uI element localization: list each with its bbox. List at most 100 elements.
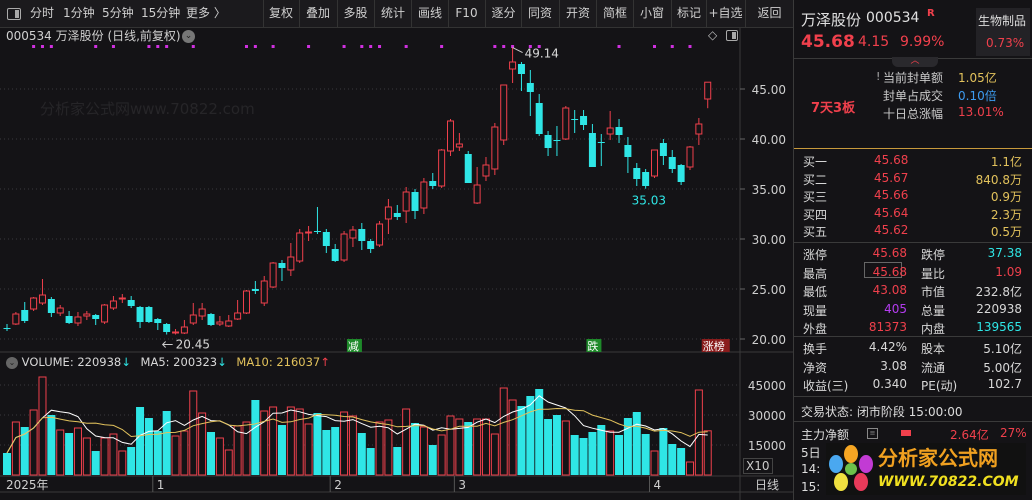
candle-body-down bbox=[544, 135, 552, 148]
draw-line-button[interactable]: 画线 bbox=[411, 0, 448, 27]
volume-bar-up bbox=[606, 430, 615, 476]
period-1min[interactable]: 1分钟 bbox=[63, 6, 95, 20]
period-intraday[interactable]: 分时 bbox=[30, 6, 55, 20]
volume-bar-up bbox=[109, 433, 118, 476]
candle-body-down bbox=[313, 231, 321, 232]
volume-bar-up bbox=[82, 437, 91, 476]
overlay-button[interactable]: 叠加 bbox=[299, 0, 336, 27]
mini-window-button[interactable]: 小窗 bbox=[633, 0, 670, 27]
add-watchlist-button[interactable]: +自选 bbox=[706, 0, 744, 27]
statistics-button[interactable]: 统计 bbox=[374, 0, 411, 27]
volume-bar-down bbox=[632, 412, 641, 475]
restore-rights-button[interactable]: 复权 bbox=[263, 0, 298, 27]
logo-text: 分析家公式网 bbox=[878, 446, 998, 470]
last-price: 45.68 bbox=[801, 32, 855, 52]
volume-bar-up bbox=[260, 410, 269, 476]
candle-body-up bbox=[420, 181, 428, 209]
stat-value: 43.08 bbox=[872, 283, 907, 297]
signal-marker bbox=[244, 45, 248, 48]
period-5min[interactable]: 5分钟 bbox=[102, 6, 134, 20]
period-more[interactable]: 更多 〉 bbox=[186, 6, 226, 20]
candle-body-down bbox=[163, 324, 171, 332]
f10-button[interactable]: F10 bbox=[448, 0, 484, 27]
candle-body-down bbox=[526, 83, 534, 92]
volume-bar-up bbox=[189, 390, 198, 476]
panel-toggle-icon[interactable] bbox=[726, 30, 738, 41]
candle-body-up bbox=[242, 290, 250, 314]
signal-marker bbox=[537, 45, 541, 48]
same-capital-button[interactable]: 同资 bbox=[521, 0, 558, 27]
candle-body-down bbox=[464, 154, 472, 183]
volume-bar-down bbox=[127, 447, 136, 475]
volume-bar-down bbox=[517, 406, 526, 475]
candle-body-up bbox=[402, 191, 410, 212]
tick-by-tick-button[interactable]: 逐分 bbox=[485, 0, 521, 27]
stat-label: 涨停 bbox=[803, 248, 828, 262]
stat-label: 外盘 bbox=[803, 322, 828, 336]
open-capital-button[interactable]: 开资 bbox=[559, 0, 596, 27]
ten-day-gain-label: 十日总涨幅 bbox=[883, 107, 944, 121]
volume-bar-down bbox=[357, 433, 366, 475]
diamond-icon[interactable]: ◇ bbox=[708, 28, 718, 42]
high-pointer bbox=[512, 47, 523, 54]
mark-button[interactable]: 标记 bbox=[671, 0, 706, 27]
layout-toggle-icon[interactable] bbox=[7, 8, 21, 20]
high-price-label: 49.14 bbox=[525, 47, 559, 61]
bid-price: 45.62 bbox=[874, 223, 909, 237]
kline-chart[interactable]: 分析家公式网www.70822.com 45.00 40.00 35.00 30.00… bbox=[0, 28, 793, 500]
candle-body-up bbox=[438, 149, 446, 187]
chart-options-dropdown-icon[interactable]: ⌄ bbox=[182, 30, 195, 43]
signal-marker bbox=[111, 45, 115, 48]
candle-body-down bbox=[677, 165, 685, 182]
simple-frame-button[interactable]: 简框 bbox=[596, 0, 633, 27]
volume-bar-down bbox=[597, 425, 606, 475]
volume-bar-up bbox=[295, 408, 304, 476]
volume-bar-down bbox=[570, 435, 579, 475]
volume-bar-up bbox=[38, 376, 47, 476]
signal-marker bbox=[528, 45, 532, 48]
volume-bar-down bbox=[277, 425, 286, 475]
bid-volume: 1.1亿 bbox=[990, 155, 1022, 169]
volume-bar-down bbox=[47, 415, 56, 475]
signal-marker bbox=[191, 45, 195, 48]
signal-marker bbox=[307, 45, 311, 48]
volume-bar-down bbox=[552, 415, 561, 475]
period-label[interactable]: 日线 bbox=[755, 478, 780, 492]
period-15min[interactable]: 15分钟 bbox=[141, 6, 181, 20]
bid-price: 45.68 bbox=[874, 153, 909, 167]
list-icon[interactable]: ≡ bbox=[867, 428, 878, 439]
bid-volume: 840.8万 bbox=[975, 172, 1022, 187]
tag-background bbox=[586, 339, 602, 352]
candle-body-up bbox=[74, 316, 82, 324]
toolbar: 分时 1分钟 5分钟 15分钟 更多 〉 复权 叠加 多股 统计 画线 F10 逐分 同资 开资… bbox=[0, 0, 793, 28]
candle-body-down bbox=[633, 168, 641, 179]
candle-body-up bbox=[651, 149, 659, 177]
candle-body-down bbox=[535, 103, 543, 134]
candle-body-up bbox=[562, 107, 570, 140]
candle-body-down bbox=[615, 127, 623, 135]
multi-stock-button[interactable]: 多股 bbox=[337, 0, 373, 27]
volume-legend: ⌄ VOLUME: 220938↓ MA5: 200323↓ MA10: 216… bbox=[6, 355, 330, 369]
five-day-label: 5日 bbox=[801, 446, 821, 460]
price-tick-label: 45.00 bbox=[752, 83, 786, 97]
stat-value: 1.09 bbox=[995, 264, 1022, 279]
candle-body-up bbox=[686, 146, 694, 168]
volume-collapse-icon[interactable]: ⌄ bbox=[6, 356, 18, 369]
candle-body-down bbox=[92, 315, 100, 319]
signal-marker bbox=[511, 45, 515, 48]
ma5-line bbox=[6, 395, 708, 454]
volume-multiplier[interactable]: X10 bbox=[743, 458, 773, 474]
event-tag: 涨榜 bbox=[703, 339, 725, 353]
stat-value: 37.38 bbox=[987, 246, 1022, 260]
candle-body-up bbox=[340, 233, 348, 261]
candle-body-down bbox=[393, 213, 401, 217]
bid-volume: 2.3万 bbox=[990, 207, 1022, 222]
volume-bar-up bbox=[224, 449, 233, 476]
collapse-up-icon[interactable]: ︿ bbox=[892, 57, 938, 67]
volume-bar-down bbox=[623, 418, 632, 475]
candle-body-up bbox=[509, 61, 517, 70]
back-button[interactable]: 返回 bbox=[745, 0, 793, 27]
volume-bar-down bbox=[668, 444, 677, 475]
sector-box[interactable]: 生物制品 0.73% bbox=[976, 8, 1030, 56]
stat-label: 最低 bbox=[803, 285, 828, 299]
